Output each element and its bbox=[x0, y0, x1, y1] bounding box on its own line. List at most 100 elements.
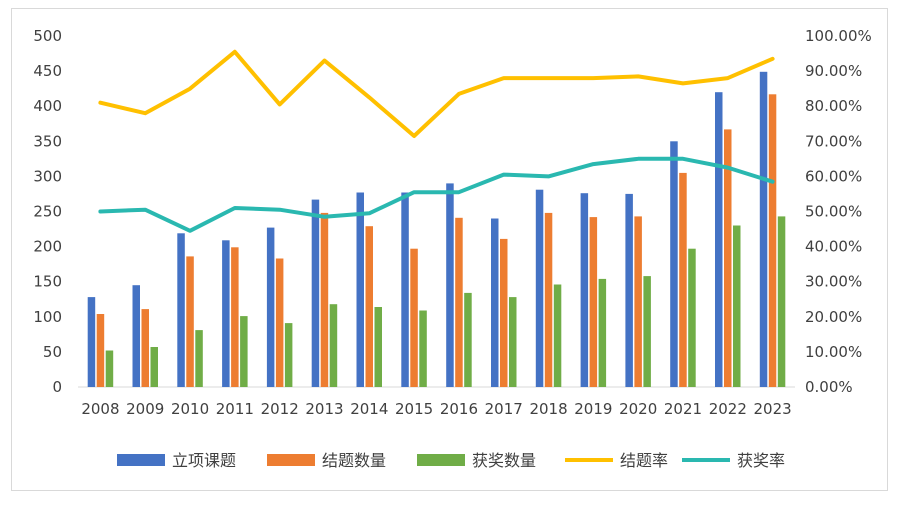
x-tick-label: 2011 bbox=[216, 400, 254, 418]
legend-label: 获奖率 bbox=[737, 451, 785, 470]
bar bbox=[356, 192, 364, 387]
x-tick-label: 2021 bbox=[664, 400, 702, 418]
legend-label: 立项课题 bbox=[172, 451, 236, 470]
left-tick-label: 450 bbox=[33, 62, 62, 80]
bar bbox=[195, 330, 203, 387]
right-tick-label: 100.00% bbox=[805, 27, 872, 45]
right-y-axis: 0.00% 10.00% 20.00% 30.00% 40.00% 50.00% 60.00… bbox=[805, 27, 872, 396]
bar bbox=[177, 233, 185, 387]
bar bbox=[150, 347, 158, 387]
right-tick-label: 80.00% bbox=[805, 97, 862, 115]
chart-frame: 0 50 100 150 200 250 300 350 400 450 500 0.00% 10.0… bbox=[11, 8, 888, 491]
bar bbox=[777, 216, 786, 387]
bar bbox=[670, 141, 678, 387]
x-tick-label: 2022 bbox=[709, 400, 747, 418]
bar bbox=[733, 225, 741, 387]
series-line bbox=[98, 49, 775, 138]
bar bbox=[625, 193, 633, 387]
x-tick-label: 2020 bbox=[619, 400, 657, 418]
bar bbox=[509, 297, 517, 387]
right-tick-label: 70.00% bbox=[805, 132, 862, 150]
bar bbox=[311, 199, 320, 387]
bar bbox=[240, 316, 248, 387]
bar bbox=[455, 217, 463, 387]
x-tick-label: 2008 bbox=[81, 400, 119, 418]
legend-label: 结题数量 bbox=[322, 451, 386, 470]
left-tick-label: 0 bbox=[52, 378, 62, 396]
legend-swatch bbox=[417, 454, 465, 466]
right-tick-label: 60.00% bbox=[805, 167, 862, 185]
right-tick-label: 90.00% bbox=[805, 62, 862, 80]
left-tick-label: 100 bbox=[33, 308, 62, 326]
legend: 立项课题 结题数量 获奖数量 结题率 获奖率 bbox=[117, 451, 785, 470]
bar bbox=[688, 248, 696, 387]
bar bbox=[374, 307, 382, 387]
x-tick-label: 2013 bbox=[305, 400, 343, 418]
bar bbox=[401, 192, 409, 387]
x-tick-label: 2015 bbox=[395, 400, 433, 418]
bar bbox=[500, 238, 508, 387]
bar bbox=[105, 350, 114, 387]
bar bbox=[589, 217, 598, 387]
bar bbox=[759, 71, 768, 388]
bar bbox=[284, 323, 293, 387]
left-tick-label: 350 bbox=[33, 132, 62, 150]
combo-chart: 0 50 100 150 200 250 300 350 400 450 500 0.00% 10.0… bbox=[33, 27, 872, 470]
right-tick-label: 40.00% bbox=[805, 238, 862, 256]
bar bbox=[634, 216, 642, 387]
bar bbox=[231, 247, 239, 387]
x-axis: 2008 2009 2010 2011 2012 2013 2014 2015 2016 2017… bbox=[81, 400, 791, 418]
bar bbox=[446, 183, 454, 387]
legend-swatch bbox=[267, 454, 315, 466]
left-tick-label: 250 bbox=[33, 203, 62, 221]
bar bbox=[186, 256, 194, 387]
left-y-axis: 0 50 100 150 200 250 300 350 400 450 500 bbox=[33, 27, 62, 396]
x-tick-label: 2010 bbox=[171, 400, 209, 418]
bar bbox=[580, 193, 589, 387]
x-tick-label: 2012 bbox=[261, 400, 299, 418]
x-tick-label: 2014 bbox=[350, 400, 388, 418]
bar bbox=[132, 285, 140, 387]
bar bbox=[715, 92, 723, 387]
right-tick-label: 20.00% bbox=[805, 308, 862, 326]
bar bbox=[275, 258, 284, 387]
bar bbox=[222, 240, 230, 387]
x-tick-label: 2016 bbox=[440, 400, 478, 418]
series-line bbox=[98, 156, 775, 233]
bar bbox=[410, 248, 418, 387]
x-tick-label: 2018 bbox=[529, 400, 567, 418]
bar bbox=[553, 284, 562, 387]
bar bbox=[464, 292, 472, 387]
left-tick-label: 300 bbox=[33, 167, 62, 185]
x-tick-label: 2019 bbox=[574, 400, 612, 418]
bar bbox=[329, 304, 338, 387]
bar bbox=[87, 297, 96, 387]
bar bbox=[768, 94, 777, 388]
x-tick-label: 2009 bbox=[126, 400, 164, 418]
bar bbox=[266, 227, 275, 387]
legend-swatch bbox=[117, 454, 165, 466]
bar bbox=[535, 189, 544, 387]
bar bbox=[724, 129, 732, 387]
bar bbox=[491, 218, 499, 387]
right-tick-label: 0.00% bbox=[805, 378, 853, 396]
left-tick-label: 50 bbox=[43, 343, 62, 361]
left-tick-label: 150 bbox=[33, 273, 62, 291]
bar bbox=[320, 212, 329, 387]
bar bbox=[679, 172, 687, 387]
legend-label: 获奖数量 bbox=[472, 451, 536, 470]
bar bbox=[643, 276, 651, 387]
legend-label: 结题率 bbox=[620, 451, 668, 470]
x-tick-label: 2017 bbox=[485, 400, 523, 418]
bar bbox=[598, 278, 607, 387]
x-tick-label: 2023 bbox=[754, 400, 792, 418]
bar bbox=[365, 226, 373, 387]
right-tick-label: 30.00% bbox=[805, 273, 862, 291]
bar bbox=[141, 309, 149, 387]
bar bbox=[544, 212, 553, 387]
bar bbox=[419, 310, 427, 387]
plot-area bbox=[78, 49, 795, 388]
right-tick-label: 10.00% bbox=[805, 343, 862, 361]
right-tick-label: 50.00% bbox=[805, 203, 862, 221]
left-tick-label: 200 bbox=[33, 238, 62, 256]
